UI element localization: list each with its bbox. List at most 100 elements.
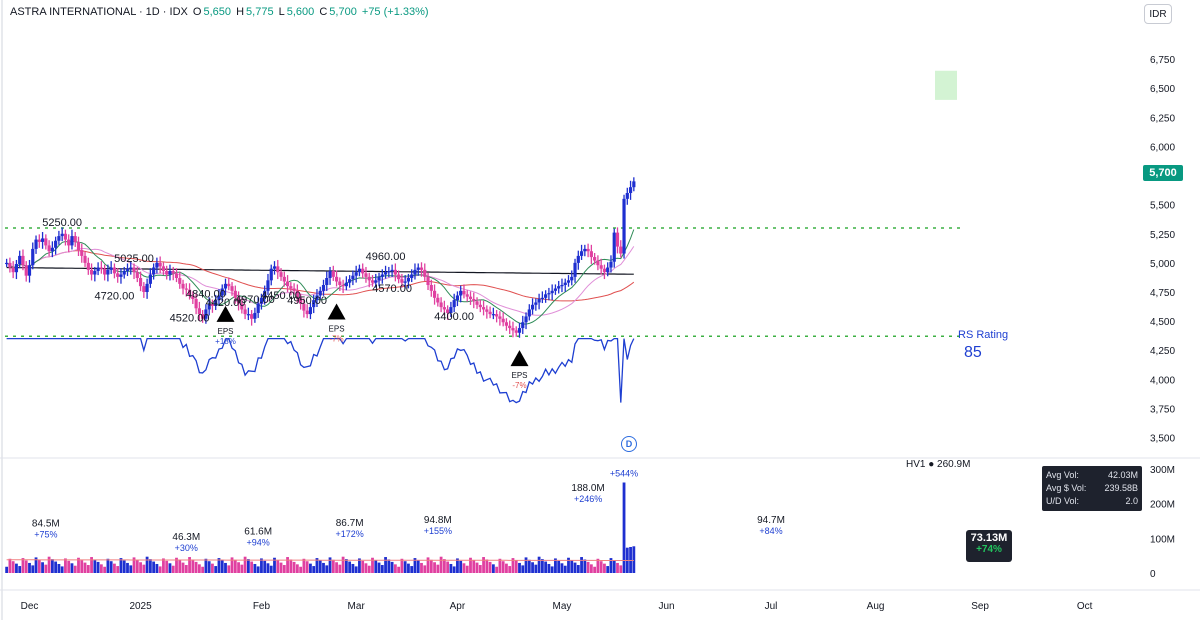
volume-bar [380, 565, 384, 573]
volume-bar [452, 566, 456, 573]
volume-bar [132, 557, 136, 573]
candle [24, 265, 28, 276]
candle [370, 280, 375, 283]
candle [328, 271, 332, 279]
pivot-label: 4400.00 [434, 311, 474, 323]
candle [99, 267, 103, 269]
candle [174, 273, 179, 279]
volume-bar [309, 563, 312, 573]
dividend-marker-icon[interactable]: D [621, 436, 637, 452]
volume-bar [184, 565, 188, 573]
candle [446, 309, 450, 313]
pivot-label: 4950.00 [287, 295, 327, 307]
candle [285, 281, 290, 287]
pivot-label: 4960.00 [366, 251, 406, 263]
volume-peak-value: 94.8M [424, 515, 452, 526]
volume-bar [462, 563, 466, 573]
volume-bar [629, 546, 632, 573]
candle [201, 314, 205, 319]
volume-bar [295, 564, 299, 573]
volume-bar [31, 565, 35, 573]
volume-bar [44, 564, 48, 573]
candle [449, 307, 453, 313]
candle [612, 232, 616, 262]
volume-bar [302, 558, 306, 573]
volume-bar [11, 561, 15, 573]
candle [93, 271, 97, 275]
pivot-label: 5250.00 [42, 217, 82, 229]
volume-bar [126, 562, 129, 573]
volume-bar [93, 559, 97, 573]
volume-bar [403, 561, 407, 573]
candle [397, 274, 401, 280]
candle [158, 262, 162, 267]
volume-bar [233, 559, 237, 573]
candle [217, 295, 221, 301]
currency-button[interactable]: IDR [1144, 4, 1172, 24]
volume-bar [554, 558, 557, 573]
candle [112, 267, 117, 274]
volume-bar [24, 560, 28, 573]
candle [122, 271, 126, 275]
candle [344, 282, 348, 287]
time-axis-label: Aug [867, 601, 885, 612]
volume-bar [570, 560, 574, 573]
volume-bar [299, 566, 303, 573]
volume-bar [214, 566, 218, 573]
high-label: H [236, 6, 245, 18]
volume-bar [557, 560, 561, 573]
candle [416, 267, 420, 270]
volume-bar [524, 557, 528, 573]
volume-bar [28, 562, 31, 573]
candle [589, 251, 593, 258]
candle [462, 290, 466, 295]
pivot-label: 5025.00 [114, 253, 154, 265]
candle [566, 280, 571, 283]
volume-bar [194, 561, 198, 573]
hv1-label: HV1 ● 260.9M [906, 459, 971, 470]
candle [233, 290, 237, 298]
volume-bar [518, 562, 521, 573]
candle [390, 269, 394, 272]
volume-bar [276, 560, 280, 573]
eps-triangle-icon [327, 303, 346, 320]
volume-peak-value: 46.3M [172, 532, 200, 543]
candle [83, 255, 87, 263]
candle [455, 295, 460, 301]
candle [517, 328, 522, 333]
candle [31, 248, 35, 266]
volume-bar [511, 558, 515, 573]
pivot-label: 4970.00 [235, 294, 275, 306]
candle [116, 273, 120, 277]
candle [383, 272, 388, 275]
volume-bar [116, 566, 120, 573]
volume-bar [589, 564, 593, 573]
candle [511, 328, 515, 331]
candle [524, 316, 528, 323]
candle [485, 309, 489, 312]
volume-bar [279, 562, 283, 573]
volume-bar [442, 559, 446, 573]
volume-bar [253, 563, 257, 573]
candle [374, 280, 378, 283]
candle [109, 267, 113, 270]
pivot-label: 4420.00 [206, 297, 246, 309]
volume-bar [21, 558, 25, 573]
candle [579, 251, 584, 256]
candle [478, 304, 482, 308]
volume-bar [420, 562, 423, 573]
volume-peak-change: +75% [34, 530, 57, 540]
candle [18, 255, 22, 265]
volume-bar [246, 559, 250, 573]
candle [27, 265, 32, 276]
open-label: O [192, 6, 202, 18]
candle [331, 271, 335, 277]
volume-bar [5, 566, 9, 573]
volume-bar [465, 565, 469, 573]
volume-bar [622, 482, 626, 573]
candle [514, 330, 518, 333]
close-label: C [319, 6, 328, 18]
price-axis-tick: 6,250 [1150, 113, 1175, 124]
volume-bar [191, 559, 195, 573]
